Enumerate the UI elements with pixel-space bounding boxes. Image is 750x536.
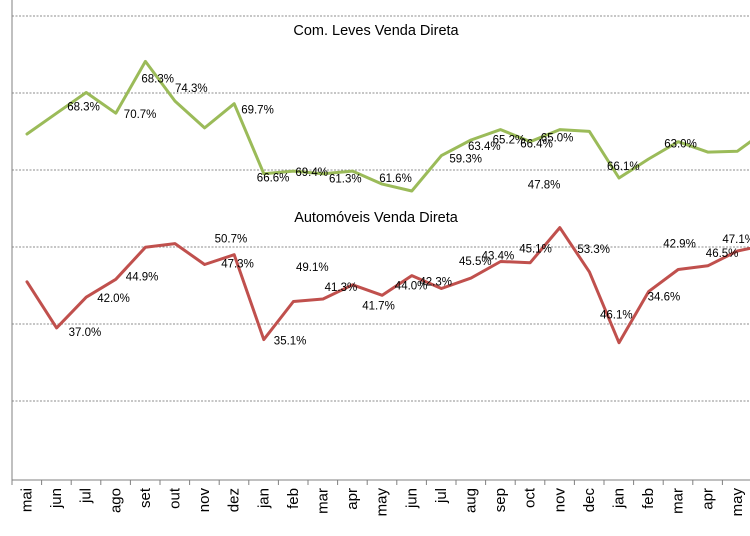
data-label: 66.1% (607, 161, 640, 173)
data-label: 66.6% (257, 173, 290, 185)
x-tick-label: sep (492, 488, 509, 512)
chart-2-title: Automóveis Venda Direta (294, 210, 459, 226)
data-label: 46.1% (600, 310, 633, 322)
x-tick-label: aug (463, 488, 480, 513)
x-tick-label: feb (285, 488, 302, 509)
x-tick-label: nov (551, 488, 568, 513)
chart-1-title: Com. Leves Venda Direta (293, 23, 459, 39)
x-tick-label: feb (640, 488, 657, 509)
x-tick-label: mar (670, 488, 687, 514)
data-label: 59.3% (449, 154, 482, 166)
data-label: 65.0% (541, 133, 574, 145)
x-tick-label: jul (433, 488, 450, 504)
x-tick-label: may (374, 488, 391, 517)
x-tick-label: may (729, 488, 746, 517)
x-tick-label: mai (19, 488, 36, 512)
data-label: 63.0% (664, 139, 697, 151)
data-label: 61.6% (379, 173, 412, 185)
series-line-2 (25, 226, 750, 345)
data-label: 42.9% (663, 238, 696, 250)
data-label: 74.3% (175, 83, 208, 95)
data-label: 41.7% (362, 300, 395, 312)
data-label: 69.4% (295, 167, 328, 179)
data-label: 68.3% (141, 73, 174, 85)
x-tick-label: apr (344, 488, 361, 510)
data-label: 43.4% (482, 250, 515, 262)
data-label: 45.5% (459, 256, 492, 268)
x-tick-label: jan (611, 488, 628, 509)
data-label: 65.2% (493, 135, 526, 147)
series-lines (25, 59, 750, 345)
data-label: 47.1% (722, 234, 750, 246)
x-tick-label: jan (255, 488, 272, 509)
x-tick-label: oct (522, 487, 539, 508)
x-tick-label: out (167, 487, 184, 509)
data-label: 44.0% (395, 281, 428, 293)
x-tick-marks (11, 480, 723, 485)
data-label: 45.1% (519, 244, 552, 256)
data-label: 70.7% (124, 109, 157, 121)
data-label: 35.1% (274, 336, 307, 348)
x-tick-label: jun (48, 488, 65, 509)
data-label: 68.3% (67, 101, 100, 113)
data-label: 41.3% (325, 282, 358, 294)
gridlines (12, 15, 750, 402)
data-label: 42.0% (97, 293, 130, 305)
data-label: 37.0% (69, 327, 102, 339)
x-tick-label: apr (699, 488, 716, 510)
data-label: 46.5% (706, 248, 739, 260)
data-label: 42.3% (419, 277, 452, 289)
data-label: 53.3% (577, 244, 610, 256)
data-label: 50.7% (215, 234, 248, 246)
x-tick-label: dec (581, 488, 598, 513)
data-label: 47.3% (221, 259, 254, 271)
x-tick-label: jul (78, 488, 95, 504)
data-label: 66.4% (520, 139, 553, 151)
series-line-1 (25, 59, 750, 193)
x-tick-label: nov (196, 488, 213, 513)
data-label: 34.6% (648, 292, 681, 304)
data-label: 44.9% (126, 271, 159, 283)
x-tick-labels: mai jun jul ago set out nov dez jan feb mar apr may j… (19, 487, 746, 517)
data-label: 69.7% (241, 105, 274, 117)
data-label: 63.4% (468, 141, 501, 153)
data-labels: 68.3%70.7%68.3%74.3%69.7%66.6% 69.4%61.3%… (67, 73, 750, 347)
x-tick-label: dez (226, 488, 243, 512)
data-label: 47.8% (528, 180, 561, 192)
data-label: 49.1% (296, 262, 329, 274)
x-tick-label: set (137, 487, 154, 508)
x-tick-label: mar (315, 488, 332, 514)
x-tick-label: ago (107, 488, 124, 513)
data-label: 61.3% (329, 174, 362, 186)
x-tick-label: jun (403, 488, 420, 509)
